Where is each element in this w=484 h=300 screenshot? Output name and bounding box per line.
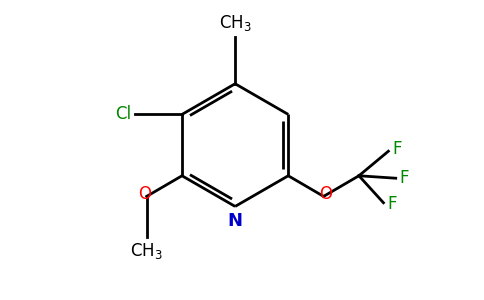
Text: O: O [138, 185, 151, 203]
Text: N: N [227, 212, 242, 230]
Text: F: F [387, 195, 397, 213]
Text: F: F [393, 140, 402, 158]
Text: Cl: Cl [115, 105, 132, 123]
Text: CH$_3$: CH$_3$ [130, 241, 163, 260]
Text: CH$_3$: CH$_3$ [219, 13, 252, 33]
Text: F: F [400, 169, 409, 187]
Text: O: O [319, 185, 333, 203]
